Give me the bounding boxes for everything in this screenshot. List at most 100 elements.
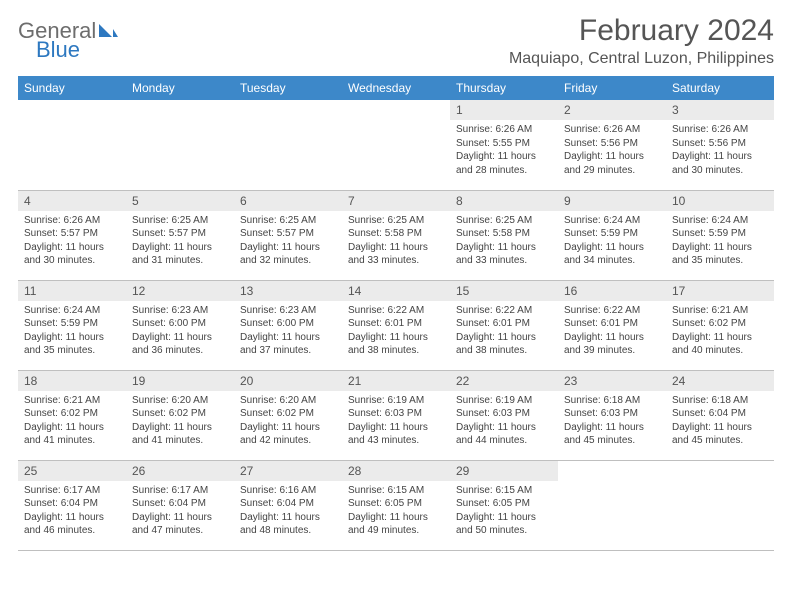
day-header: Sunday <box>18 76 126 100</box>
day-number: 21 <box>342 371 450 391</box>
daylight-text-1: Daylight: 11 hours <box>456 331 552 345</box>
day-number: 25 <box>18 461 126 481</box>
daylight-text-1: Daylight: 11 hours <box>348 241 444 255</box>
sunset-text: Sunset: 6:04 PM <box>132 497 228 511</box>
sunrise-text: Sunrise: 6:20 AM <box>240 394 336 408</box>
daylight-text-2: and 33 minutes. <box>456 254 552 268</box>
day-cell: 25Sunrise: 6:17 AMSunset: 6:04 PMDayligh… <box>18 460 126 550</box>
sunset-text: Sunset: 5:57 PM <box>240 227 336 241</box>
day-number: 10 <box>666 191 774 211</box>
day-header-row: Sunday Monday Tuesday Wednesday Thursday… <box>18 76 774 100</box>
header: General Blue February 2024 Maquiapo, Cen… <box>18 14 774 68</box>
day-cell: 10Sunrise: 6:24 AMSunset: 5:59 PMDayligh… <box>666 190 774 280</box>
week-row: 11Sunrise: 6:24 AMSunset: 5:59 PMDayligh… <box>18 280 774 370</box>
daylight-text-2: and 35 minutes. <box>672 254 768 268</box>
week-row: 1Sunrise: 6:26 AMSunset: 5:55 PMDaylight… <box>18 100 774 190</box>
day-number: 17 <box>666 281 774 301</box>
day-cell: 26Sunrise: 6:17 AMSunset: 6:04 PMDayligh… <box>126 460 234 550</box>
sunrise-text: Sunrise: 6:26 AM <box>24 214 120 228</box>
sunrise-text: Sunrise: 6:17 AM <box>24 484 120 498</box>
sunset-text: Sunset: 5:56 PM <box>564 137 660 151</box>
daylight-text-1: Daylight: 11 hours <box>24 331 120 345</box>
day-cell: 16 Sunrise: 6:22 AMSunset: 6:01 PMDayligh… <box>558 280 666 370</box>
daylight-text-2: and 45 minutes. <box>564 434 660 448</box>
day-cell: 20Sunrise: 6:20 AMSunset: 6:02 PMDayligh… <box>234 370 342 460</box>
day-info: Sunrise: 6:25 AMSunset: 5:57 PMDaylight:… <box>126 211 234 274</box>
sunrise-text: Sunrise: 6:21 AM <box>24 394 120 408</box>
day-cell: 17Sunrise: 6:21 AMSunset: 6:02 PMDayligh… <box>666 280 774 370</box>
daylight-text-2: and 36 minutes. <box>132 344 228 358</box>
day-header: Wednesday <box>342 76 450 100</box>
sunset-text: Sunset: 6:01 PM <box>564 317 660 331</box>
day-cell: 19Sunrise: 6:20 AMSunset: 6:02 PMDayligh… <box>126 370 234 460</box>
daylight-text-1: Daylight: 11 hours <box>132 241 228 255</box>
daylight-text-2: and 44 minutes. <box>456 434 552 448</box>
sunset-text: Sunset: 6:04 PM <box>672 407 768 421</box>
day-number: 23 <box>558 371 666 391</box>
month-title: February 2024 <box>509 14 774 48</box>
day-cell: 21Sunrise: 6:19 AMSunset: 6:03 PMDayligh… <box>342 370 450 460</box>
sunset-text: Sunset: 5:59 PM <box>672 227 768 241</box>
day-info: Sunrise: 6:26 AMSunset: 5:57 PMDaylight:… <box>18 211 126 274</box>
day-cell: 15Sunrise: 6:22 AMSunset: 6:01 PMDayligh… <box>450 280 558 370</box>
day-number: 6 <box>234 191 342 211</box>
day-cell: 14Sunrise: 6:22 AMSunset: 6:01 PMDayligh… <box>342 280 450 370</box>
sunrise-text: Sunrise: 6:26 AM <box>564 123 660 137</box>
day-header: Friday <box>558 76 666 100</box>
day-cell: 7Sunrise: 6:25 AMSunset: 5:58 PMDaylight… <box>342 190 450 280</box>
sunset-text: Sunset: 6:00 PM <box>132 317 228 331</box>
daylight-text-1: Daylight: 11 hours <box>564 331 660 345</box>
daylight-text-2: and 41 minutes. <box>24 434 120 448</box>
day-info: Sunrise: 6:16 AMSunset: 6:04 PMDaylight:… <box>234 481 342 544</box>
sunset-text: Sunset: 6:04 PM <box>240 497 336 511</box>
daylight-text-1: Daylight: 11 hours <box>348 421 444 435</box>
daylight-text-2: and 38 minutes. <box>456 344 552 358</box>
sunset-text: Sunset: 6:03 PM <box>564 407 660 421</box>
day-cell: 27Sunrise: 6:16 AMSunset: 6:04 PMDayligh… <box>234 460 342 550</box>
daylight-text-1: Daylight: 11 hours <box>564 241 660 255</box>
day-info: Sunrise: 6:17 AMSunset: 6:04 PMDaylight:… <box>18 481 126 544</box>
day-info: Sunrise: 6:21 AMSunset: 6:02 PMDaylight:… <box>666 301 774 364</box>
daylight-text-1: Daylight: 11 hours <box>672 421 768 435</box>
day-info: Sunrise: 6:21 AMSunset: 6:02 PMDaylight:… <box>18 391 126 454</box>
day-cell: 28Sunrise: 6:15 AMSunset: 6:05 PMDayligh… <box>342 460 450 550</box>
sunrise-text: Sunrise: 6:25 AM <box>348 214 444 228</box>
day-number: 7 <box>342 191 450 211</box>
day-info: Sunrise: 6:22 AMSunset: 6:01 PMDaylight:… <box>342 301 450 364</box>
sunset-text: Sunset: 5:55 PM <box>456 137 552 151</box>
day-number: 5 <box>126 191 234 211</box>
daylight-text-1: Daylight: 11 hours <box>456 511 552 525</box>
sunrise-text: Sunrise: 6:22 AM <box>564 304 660 318</box>
sunrise-text: Sunrise: 6:22 AM <box>348 304 444 318</box>
sunrise-text: Sunrise: 6:23 AM <box>132 304 228 318</box>
day-info: Sunrise: 6:24 AMSunset: 5:59 PMDaylight:… <box>666 211 774 274</box>
sunset-text: Sunset: 6:01 PM <box>348 317 444 331</box>
daylight-text-2: and 39 minutes. <box>564 344 660 358</box>
day-number: 9 <box>558 191 666 211</box>
day-info: Sunrise: 6:20 AMSunset: 6:02 PMDaylight:… <box>234 391 342 454</box>
daylight-text-1: Daylight: 11 hours <box>132 421 228 435</box>
day-info: Sunrise: 6:25 AMSunset: 5:58 PMDaylight:… <box>342 211 450 274</box>
logo: General Blue <box>18 20 118 61</box>
day-number: 24 <box>666 371 774 391</box>
sunrise-text: Sunrise: 6:18 AM <box>672 394 768 408</box>
day-number: 19 <box>126 371 234 391</box>
day-info: Sunrise: 6:23 AMSunset: 6:00 PMDaylight:… <box>234 301 342 364</box>
daylight-text-1: Daylight: 11 hours <box>132 511 228 525</box>
sunrise-text: Sunrise: 6:17 AM <box>132 484 228 498</box>
day-number: 16 <box>558 281 666 301</box>
day-number: 4 <box>18 191 126 211</box>
sunrise-text: Sunrise: 6:21 AM <box>672 304 768 318</box>
day-cell: 11Sunrise: 6:24 AMSunset: 5:59 PMDayligh… <box>18 280 126 370</box>
daylight-text-2: and 32 minutes. <box>240 254 336 268</box>
sunrise-text: Sunrise: 6:19 AM <box>456 394 552 408</box>
day-cell <box>18 100 126 190</box>
sunset-text: Sunset: 6:04 PM <box>24 497 120 511</box>
day-header: Monday <box>126 76 234 100</box>
daylight-text-1: Daylight: 11 hours <box>564 421 660 435</box>
sunset-text: Sunset: 6:02 PM <box>240 407 336 421</box>
sunrise-text: Sunrise: 6:20 AM <box>132 394 228 408</box>
title-block: February 2024 Maquiapo, Central Luzon, P… <box>509 14 774 68</box>
day-number: 2 <box>558 100 666 120</box>
daylight-text-2: and 45 minutes. <box>672 434 768 448</box>
